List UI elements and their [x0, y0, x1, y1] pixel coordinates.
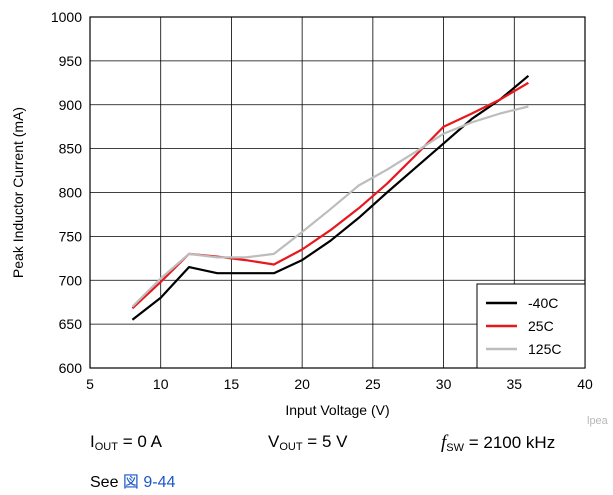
x-tick-label: 20 — [294, 376, 310, 392]
y-tick-label: 600 — [59, 360, 83, 376]
legend-label: 25C — [528, 318, 554, 334]
x-tick-label: 30 — [436, 376, 452, 392]
x-tick-label: 10 — [153, 376, 169, 392]
series-line-125C — [131, 105, 529, 308]
x-axis-label: Input Voltage (V) — [285, 402, 389, 418]
watermark-text: lpea — [587, 415, 609, 427]
plot-frame — [89, 16, 586, 369]
x-tick-label: 40 — [577, 376, 593, 392]
series-layer — [131, 74, 530, 321]
x-tick-label: 25 — [365, 376, 381, 392]
line-chart: 5 10 15 20 25 30 35 40 600 650 700 750 800 850 900 950 1… — [10, 9, 609, 427]
y-tick-label: 650 — [59, 316, 83, 332]
series-line-25C — [131, 81, 529, 310]
legend: -40C 25C 125C — [476, 283, 586, 369]
series-line--40C — [131, 74, 530, 321]
x-tick-label: 35 — [506, 376, 522, 392]
x-tick-label: 5 — [86, 376, 94, 392]
vout-condition: VOUT = 5 V — [268, 432, 348, 453]
y-tick-label: 850 — [59, 141, 83, 157]
y-tick-label: 800 — [59, 185, 83, 201]
y-axis-label: Peak Inductor Current (mA) — [10, 107, 26, 278]
see-also-note: See 図 9-44 — [90, 474, 176, 491]
legend-label: 125C — [528, 341, 561, 357]
y-tick-label: 900 — [59, 97, 83, 113]
tick-labels: 5 10 15 20 25 30 35 40 600 650 700 750 800 850 900 950 1… — [51, 9, 593, 392]
y-tick-label: 1000 — [51, 9, 82, 25]
y-tick-label: 950 — [59, 53, 83, 69]
x-tick-label: 15 — [224, 376, 240, 392]
y-tick-label: 750 — [59, 228, 83, 244]
fsw-condition: fSW = 2100 kHz — [441, 432, 556, 454]
legend-label: -40C — [528, 295, 558, 311]
figure-reference-link[interactable]: 図 9-44 — [122, 474, 176, 491]
y-tick-label: 700 — [59, 272, 83, 288]
iout-condition: IOUT = 0 A — [90, 432, 162, 453]
